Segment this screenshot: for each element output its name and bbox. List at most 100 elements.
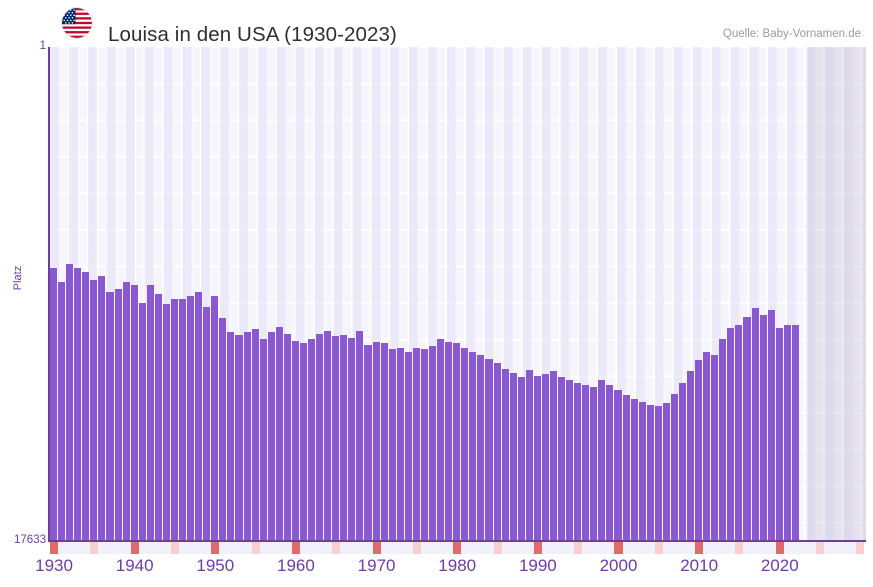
tick-major-2010 (695, 542, 704, 554)
bar-1963[interactable] (316, 333, 325, 540)
bar-1953[interactable] (235, 334, 244, 540)
bar-1971[interactable] (380, 343, 389, 540)
bar-2003[interactable] (638, 402, 647, 540)
bar-1930[interactable] (50, 267, 59, 540)
bar-1992[interactable] (549, 371, 559, 540)
bar-1944[interactable] (162, 304, 171, 540)
bar-1983[interactable] (477, 354, 486, 540)
bar-1956[interactable] (259, 339, 268, 540)
bar-1950[interactable] (211, 295, 220, 540)
bar-1977[interactable] (429, 346, 438, 540)
bar-1998[interactable] (598, 379, 607, 540)
bar-1976[interactable] (420, 348, 429, 540)
bar-2009[interactable] (687, 371, 696, 540)
bar-2005[interactable] (654, 406, 663, 540)
bar-1960[interactable] (291, 340, 300, 540)
bar-1975[interactable] (412, 347, 421, 540)
tick-major-2000 (614, 542, 623, 554)
tick-minor (630, 542, 639, 554)
bar-2014[interactable] (727, 327, 736, 540)
bar-1952[interactable] (227, 332, 236, 540)
bar-1979[interactable] (445, 341, 454, 540)
bar-1934[interactable] (82, 272, 91, 540)
bar-2000[interactable] (614, 389, 623, 540)
bar-2016[interactable] (743, 316, 752, 540)
bar-1986[interactable] (501, 368, 510, 540)
bar-1936[interactable] (98, 276, 107, 540)
bar-1972[interactable] (388, 348, 397, 540)
bar-1949[interactable] (203, 307, 212, 540)
bar-1990[interactable] (533, 375, 542, 540)
bar-2015[interactable] (735, 325, 744, 540)
bar-1941[interactable] (138, 302, 147, 540)
bar-1962[interactable] (308, 339, 317, 540)
bar-1997[interactable] (590, 386, 599, 540)
tick-minor (66, 542, 75, 554)
bar-1947[interactable] (187, 295, 196, 540)
bar-1939[interactable] (122, 281, 131, 540)
bar-1933[interactable] (74, 267, 83, 540)
bar-1948[interactable] (195, 291, 204, 540)
bar-1957[interactable] (267, 332, 276, 540)
tick-minor (469, 542, 478, 554)
bar-1985[interactable] (493, 362, 502, 540)
bar-1981[interactable] (461, 347, 470, 540)
bar-1999[interactable] (606, 385, 615, 540)
bar-1931[interactable] (58, 281, 67, 540)
bar-1935[interactable] (90, 280, 99, 540)
bar-1980[interactable] (453, 343, 462, 540)
bar-2017[interactable] (751, 308, 760, 540)
bar-2008[interactable] (678, 382, 688, 540)
bar-1969[interactable] (364, 344, 373, 540)
bar-1932[interactable] (66, 263, 75, 540)
bar-1968[interactable] (356, 330, 365, 540)
bar-2001[interactable] (622, 395, 631, 540)
bar-2002[interactable] (630, 399, 639, 540)
bar-1994[interactable] (566, 379, 575, 540)
bar-1995[interactable] (574, 382, 583, 540)
bar-1964[interactable] (324, 330, 333, 540)
bar-1987[interactable] (509, 372, 518, 540)
bar-1942[interactable] (146, 284, 155, 540)
bar-1984[interactable] (485, 358, 494, 540)
bar-1959[interactable] (283, 333, 292, 540)
bar-2022[interactable] (791, 325, 800, 540)
bar-1945[interactable] (170, 298, 180, 540)
bar-2007[interactable] (670, 393, 679, 540)
bar-1937[interactable] (106, 291, 115, 540)
bar-1954[interactable] (243, 332, 252, 540)
bar-1951[interactable] (219, 318, 228, 540)
bar-1982[interactable] (469, 351, 478, 540)
bar-1946[interactable] (179, 298, 188, 540)
bar-2019[interactable] (767, 309, 776, 540)
bar-1967[interactable] (348, 337, 357, 540)
bar-1943[interactable] (154, 294, 163, 540)
bar-1966[interactable] (340, 334, 349, 540)
bar-1989[interactable] (525, 369, 534, 540)
bar-1965[interactable] (332, 336, 341, 540)
bar-2010[interactable] (695, 360, 704, 540)
bar-2004[interactable] (646, 404, 655, 540)
bar-1996[interactable] (582, 385, 591, 540)
bar-1993[interactable] (558, 376, 567, 540)
bar-2006[interactable] (662, 403, 671, 540)
bar-2021[interactable] (783, 325, 792, 540)
bar-2020[interactable] (775, 327, 784, 540)
bar-1973[interactable] (396, 347, 405, 540)
bar-2012[interactable] (711, 354, 720, 540)
bar-1958[interactable] (275, 326, 284, 540)
bar-1974[interactable] (404, 351, 413, 540)
bar-1978[interactable] (437, 339, 446, 540)
bar-1991[interactable] (541, 374, 550, 540)
bar-1955[interactable] (251, 329, 260, 540)
bar-1961[interactable] (299, 343, 309, 540)
bar-2011[interactable] (703, 351, 712, 540)
bar-2018[interactable] (759, 315, 768, 540)
bar-2013[interactable] (719, 339, 728, 540)
bar-1988[interactable] (517, 376, 526, 540)
bar-1940[interactable] (130, 284, 139, 540)
plot-area (50, 47, 866, 540)
bar-1938[interactable] (114, 288, 123, 540)
tick-minor (203, 542, 212, 554)
bar-1970[interactable] (372, 341, 381, 540)
